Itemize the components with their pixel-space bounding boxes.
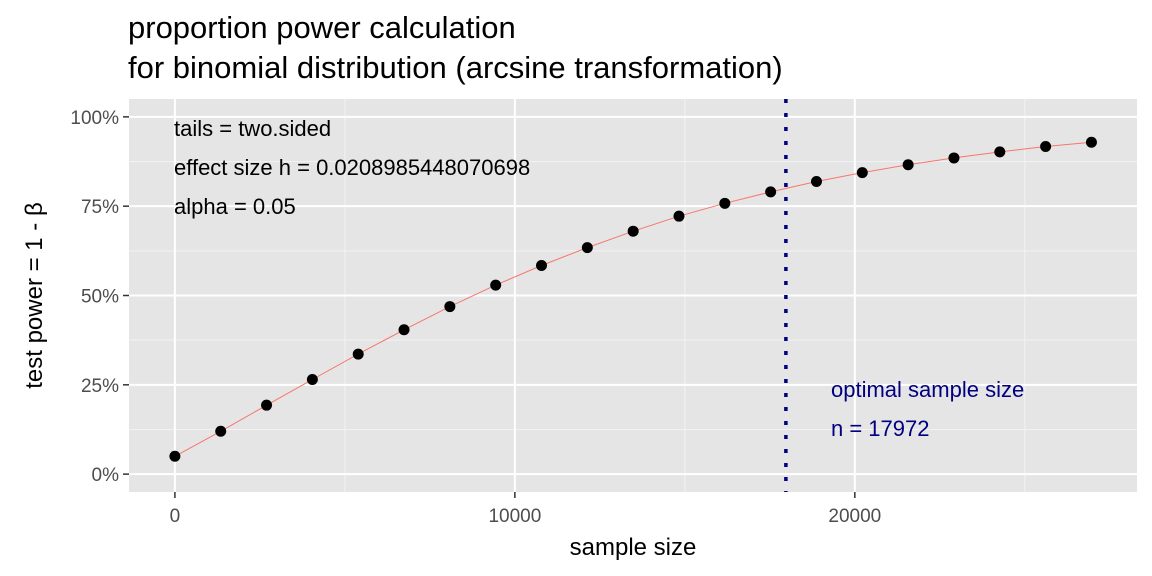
x-tick-label: 0 [170, 506, 181, 527]
data-point [261, 399, 273, 411]
data-point [948, 152, 960, 164]
y-tick-label: 25% [81, 376, 119, 397]
chart-title-line1: proportion power calculation [128, 10, 516, 45]
chart-title-line2: for binomial distribution (arcsine trans… [128, 50, 783, 85]
data-points [169, 136, 1097, 462]
y-axis-title: test power = 1 - β [21, 202, 48, 389]
annotation-tails: tails = two.sided [174, 116, 331, 141]
major-grid [129, 99, 1137, 492]
data-point [1085, 136, 1097, 148]
annotation-alpha: alpha = 0.05 [174, 194, 296, 219]
y-tick-label: 75% [81, 197, 119, 218]
y-tick-label: 0% [92, 465, 120, 486]
data-point [765, 186, 777, 198]
data-point [169, 450, 181, 462]
annotation-optimal-n: n = 17972 [831, 416, 929, 441]
y-tick-label: 100% [70, 108, 119, 129]
data-point [490, 279, 502, 291]
x-tick-label: 10000 [488, 506, 541, 527]
annotation-optimal-label: optimal sample size [831, 377, 1024, 402]
data-point [627, 225, 639, 237]
data-point [581, 242, 593, 254]
data-point [1040, 141, 1052, 153]
data-point [536, 259, 548, 271]
data-point [673, 210, 685, 222]
x-axis-title: sample size [570, 534, 697, 561]
data-point [444, 301, 456, 313]
y-tick-label: 50% [81, 287, 119, 308]
data-point [719, 197, 731, 209]
data-point [398, 324, 410, 336]
x-tick-label: 20000 [828, 506, 881, 527]
data-point [810, 176, 822, 188]
data-point [856, 167, 868, 179]
data-point [352, 348, 364, 360]
axis-ticks: 0 10000 20000 0% 25% 50% 75% 100% [70, 108, 881, 527]
data-point [306, 373, 318, 385]
data-point [994, 146, 1006, 158]
data-point [902, 159, 914, 171]
annotation-effect-size: effect size h = 0.0208985448070698 [174, 155, 530, 180]
data-point [215, 425, 227, 437]
